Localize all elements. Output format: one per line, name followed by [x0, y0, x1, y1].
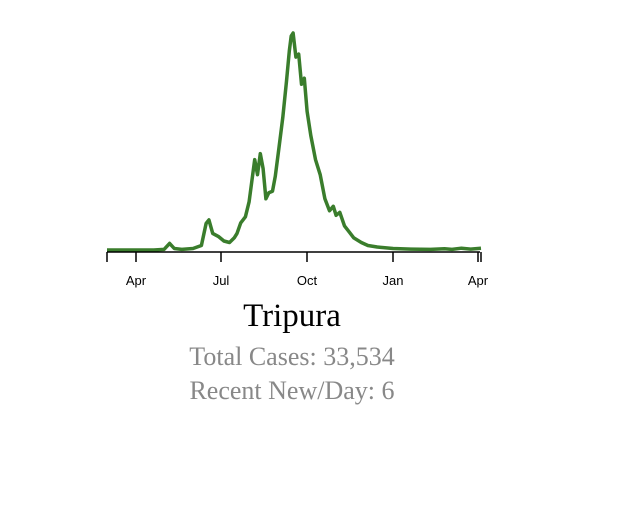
plot-area [107, 31, 482, 252]
line-chart: Apr Jul Oct Jan Apr [106, 31, 489, 288]
x-tick-label: Apr [468, 273, 489, 288]
region-title: Tripura [243, 298, 341, 334]
x-tick-label: Apr [126, 273, 147, 288]
recent-new-per-day-text: Recent New/Day: 6 [189, 376, 395, 405]
x-tick-label: Jul [213, 273, 230, 288]
series-line-0 [107, 31, 482, 252]
x-axis: Apr Jul Oct Jan Apr [106, 251, 489, 288]
total-cases-text: Total Cases: 33,534 [189, 342, 395, 371]
x-tick-label: Oct [297, 273, 318, 288]
x-tick-label: Jan [383, 273, 404, 288]
